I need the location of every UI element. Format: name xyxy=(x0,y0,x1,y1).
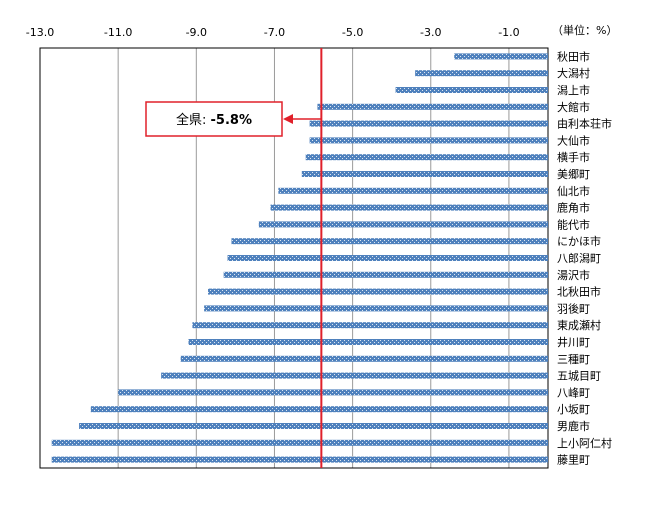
x-tick-label: -5.0 xyxy=(342,26,363,39)
category-label: 秋田市 xyxy=(557,49,590,63)
bar xyxy=(317,103,548,110)
bar xyxy=(90,406,549,413)
annotation-value: -5.8% xyxy=(211,113,252,128)
bar xyxy=(415,70,548,77)
category-label: 大潟村 xyxy=(557,66,590,80)
annotation-text: 全県: -5.8% xyxy=(176,112,252,128)
bars xyxy=(51,53,549,463)
category-label: 八峰町 xyxy=(557,386,590,399)
category-label: 八郎潟町 xyxy=(557,251,601,265)
category-label: 小坂町 xyxy=(557,403,590,416)
bar xyxy=(231,238,548,245)
x-tick-label: -11.0 xyxy=(104,26,132,39)
category-label: 仙北市 xyxy=(557,184,590,198)
annotation-prefix: 全県: xyxy=(176,112,211,128)
category-label: 東成瀬村 xyxy=(557,318,601,332)
category-label: 男鹿市 xyxy=(557,419,590,433)
category-label: 三種町 xyxy=(557,352,590,366)
bar xyxy=(51,439,548,446)
category-label: にかほ市 xyxy=(557,234,601,248)
bar xyxy=(118,389,549,396)
category-label: 横手市 xyxy=(557,150,590,164)
bar xyxy=(301,171,548,177)
category-label: 由利本荘市 xyxy=(557,117,612,131)
category-label: 鹿角市 xyxy=(557,201,590,215)
bar xyxy=(188,339,548,345)
bar xyxy=(161,372,548,379)
x-tick-label: -1.0 xyxy=(498,26,519,39)
x-tick-label: -13.0 xyxy=(26,26,54,39)
category-label: 藤里町 xyxy=(557,454,590,467)
category-labels: 秋田市大潟村潟上市大館市由利本荘市大仙市横手市美郷町仙北市鹿角市能代市にかほ市八… xyxy=(557,49,612,466)
bar xyxy=(180,355,548,362)
bar xyxy=(208,288,548,295)
category-label: 湯沢市 xyxy=(557,268,590,282)
bar xyxy=(51,456,548,463)
bar xyxy=(395,87,548,93)
x-tick-label: -3.0 xyxy=(420,26,441,39)
category-label: 潟上市 xyxy=(557,83,590,97)
category-label: 能代市 xyxy=(557,217,590,231)
category-label: 大館市 xyxy=(557,100,590,114)
bar xyxy=(309,137,548,144)
category-label: 井川町 xyxy=(557,335,590,349)
category-label: 五城目町 xyxy=(557,370,601,383)
x-axis-ticks: -13.0 -11.0 -9.0 -7.0 -5.0 -3.0 -1.0 xyxy=(26,26,520,39)
x-tick-label: -9.0 xyxy=(186,26,207,39)
annotation-box xyxy=(145,101,283,137)
bar xyxy=(204,305,548,312)
bar xyxy=(258,221,548,228)
category-label: 羽後町 xyxy=(557,301,590,315)
bar xyxy=(305,154,548,161)
bar xyxy=(454,53,548,60)
category-label: 大仙市 xyxy=(557,133,590,147)
category-label: 北秋田市 xyxy=(557,285,601,299)
unit-label: （単位：%） xyxy=(552,23,617,37)
bar xyxy=(223,271,548,278)
bar xyxy=(270,204,548,211)
bar xyxy=(192,322,548,329)
category-label: 美郷町 xyxy=(557,167,590,181)
bar xyxy=(309,120,548,127)
x-tick-label: -7.0 xyxy=(264,26,285,39)
reference-annotation: 全県: -5.8% xyxy=(145,101,322,137)
annotation-arrowhead xyxy=(283,114,293,124)
bar xyxy=(227,255,549,261)
bar xyxy=(278,187,548,194)
bar xyxy=(79,423,549,429)
category-label: 上小阿仁村 xyxy=(557,436,612,450)
